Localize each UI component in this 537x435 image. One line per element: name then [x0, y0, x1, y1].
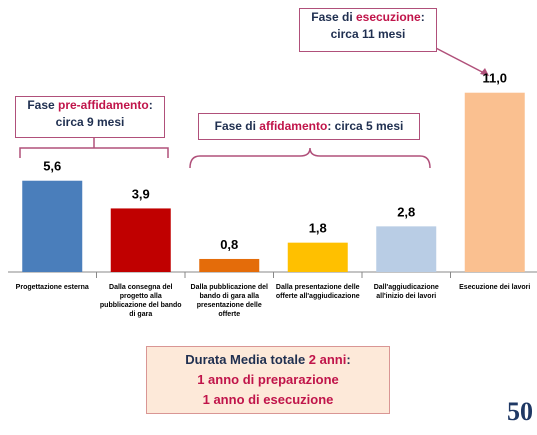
annotation-text: Fase — [27, 98, 58, 112]
annotation: Fase di esecuzione: circa 11 mesi — [299, 8, 437, 52]
bar — [464, 92, 525, 272]
x-tick-label: Dalla consegna del progetto alla pubblic… — [99, 284, 182, 318]
annotation-text: : — [346, 352, 351, 367]
x-tick-label: Dalla presentazione delle offerte all'ag… — [275, 284, 360, 300]
annotation-text: circa 11 mesi — [330, 27, 406, 41]
value-label: 11,0 — [482, 71, 507, 86]
annotation-text: esecuzione — [355, 10, 421, 24]
annotation-text: 1 anno di esecuzione — [202, 392, 334, 407]
bracket — [19, 138, 169, 158]
x-tick-label: Dalla pubblicazione del bando di gara al… — [190, 284, 268, 318]
x-tick-label: Dall'aggiudicazione all'inizio dei lavor… — [373, 284, 439, 300]
x-tick-label: Progettazione esterna — [15, 284, 89, 291]
annotation-text: affidamento — [259, 119, 328, 133]
value-label: 5,6 — [43, 159, 61, 174]
annotation-text: Durata Media totale — [185, 352, 309, 367]
value-label: 0,8 — [220, 237, 238, 252]
x-tick-label: Esecuzione dei lavori — [459, 284, 531, 291]
value-label: 1,8 — [309, 221, 327, 236]
bar — [22, 180, 83, 272]
bar — [287, 242, 348, 272]
annotation-text: Fase di — [311, 10, 356, 24]
annotation-text: : — [148, 98, 153, 112]
arrow — [429, 44, 487, 75]
annotation: Fase pre-affidamento: circa 9 mesi — [15, 96, 165, 138]
annotation-text: circa 9 mesi — [55, 115, 125, 129]
annotation: Fase di affidamento: circa 5 mesi — [198, 113, 420, 140]
annotation-text: pre-affidamento — [58, 98, 149, 112]
bar — [199, 258, 260, 272]
value-label: 2,8 — [397, 204, 415, 219]
value-label: 3,9 — [132, 186, 150, 201]
annotation-text: Fase di — [214, 119, 260, 133]
bar — [110, 208, 171, 272]
bracket — [189, 147, 431, 169]
annotation-text: 2 anni — [308, 352, 347, 367]
summary-box: Durata Media totale 2 anni: 1 anno di pre… — [146, 346, 390, 414]
bar — [376, 226, 437, 272]
annotation-text: : circa 5 mesi — [327, 119, 404, 133]
logo: 50 — [507, 397, 533, 426]
annotation-text: : — [420, 10, 425, 24]
arrow-head — [480, 68, 489, 76]
annotation-text: 1 anno di preparazione — [197, 372, 339, 387]
